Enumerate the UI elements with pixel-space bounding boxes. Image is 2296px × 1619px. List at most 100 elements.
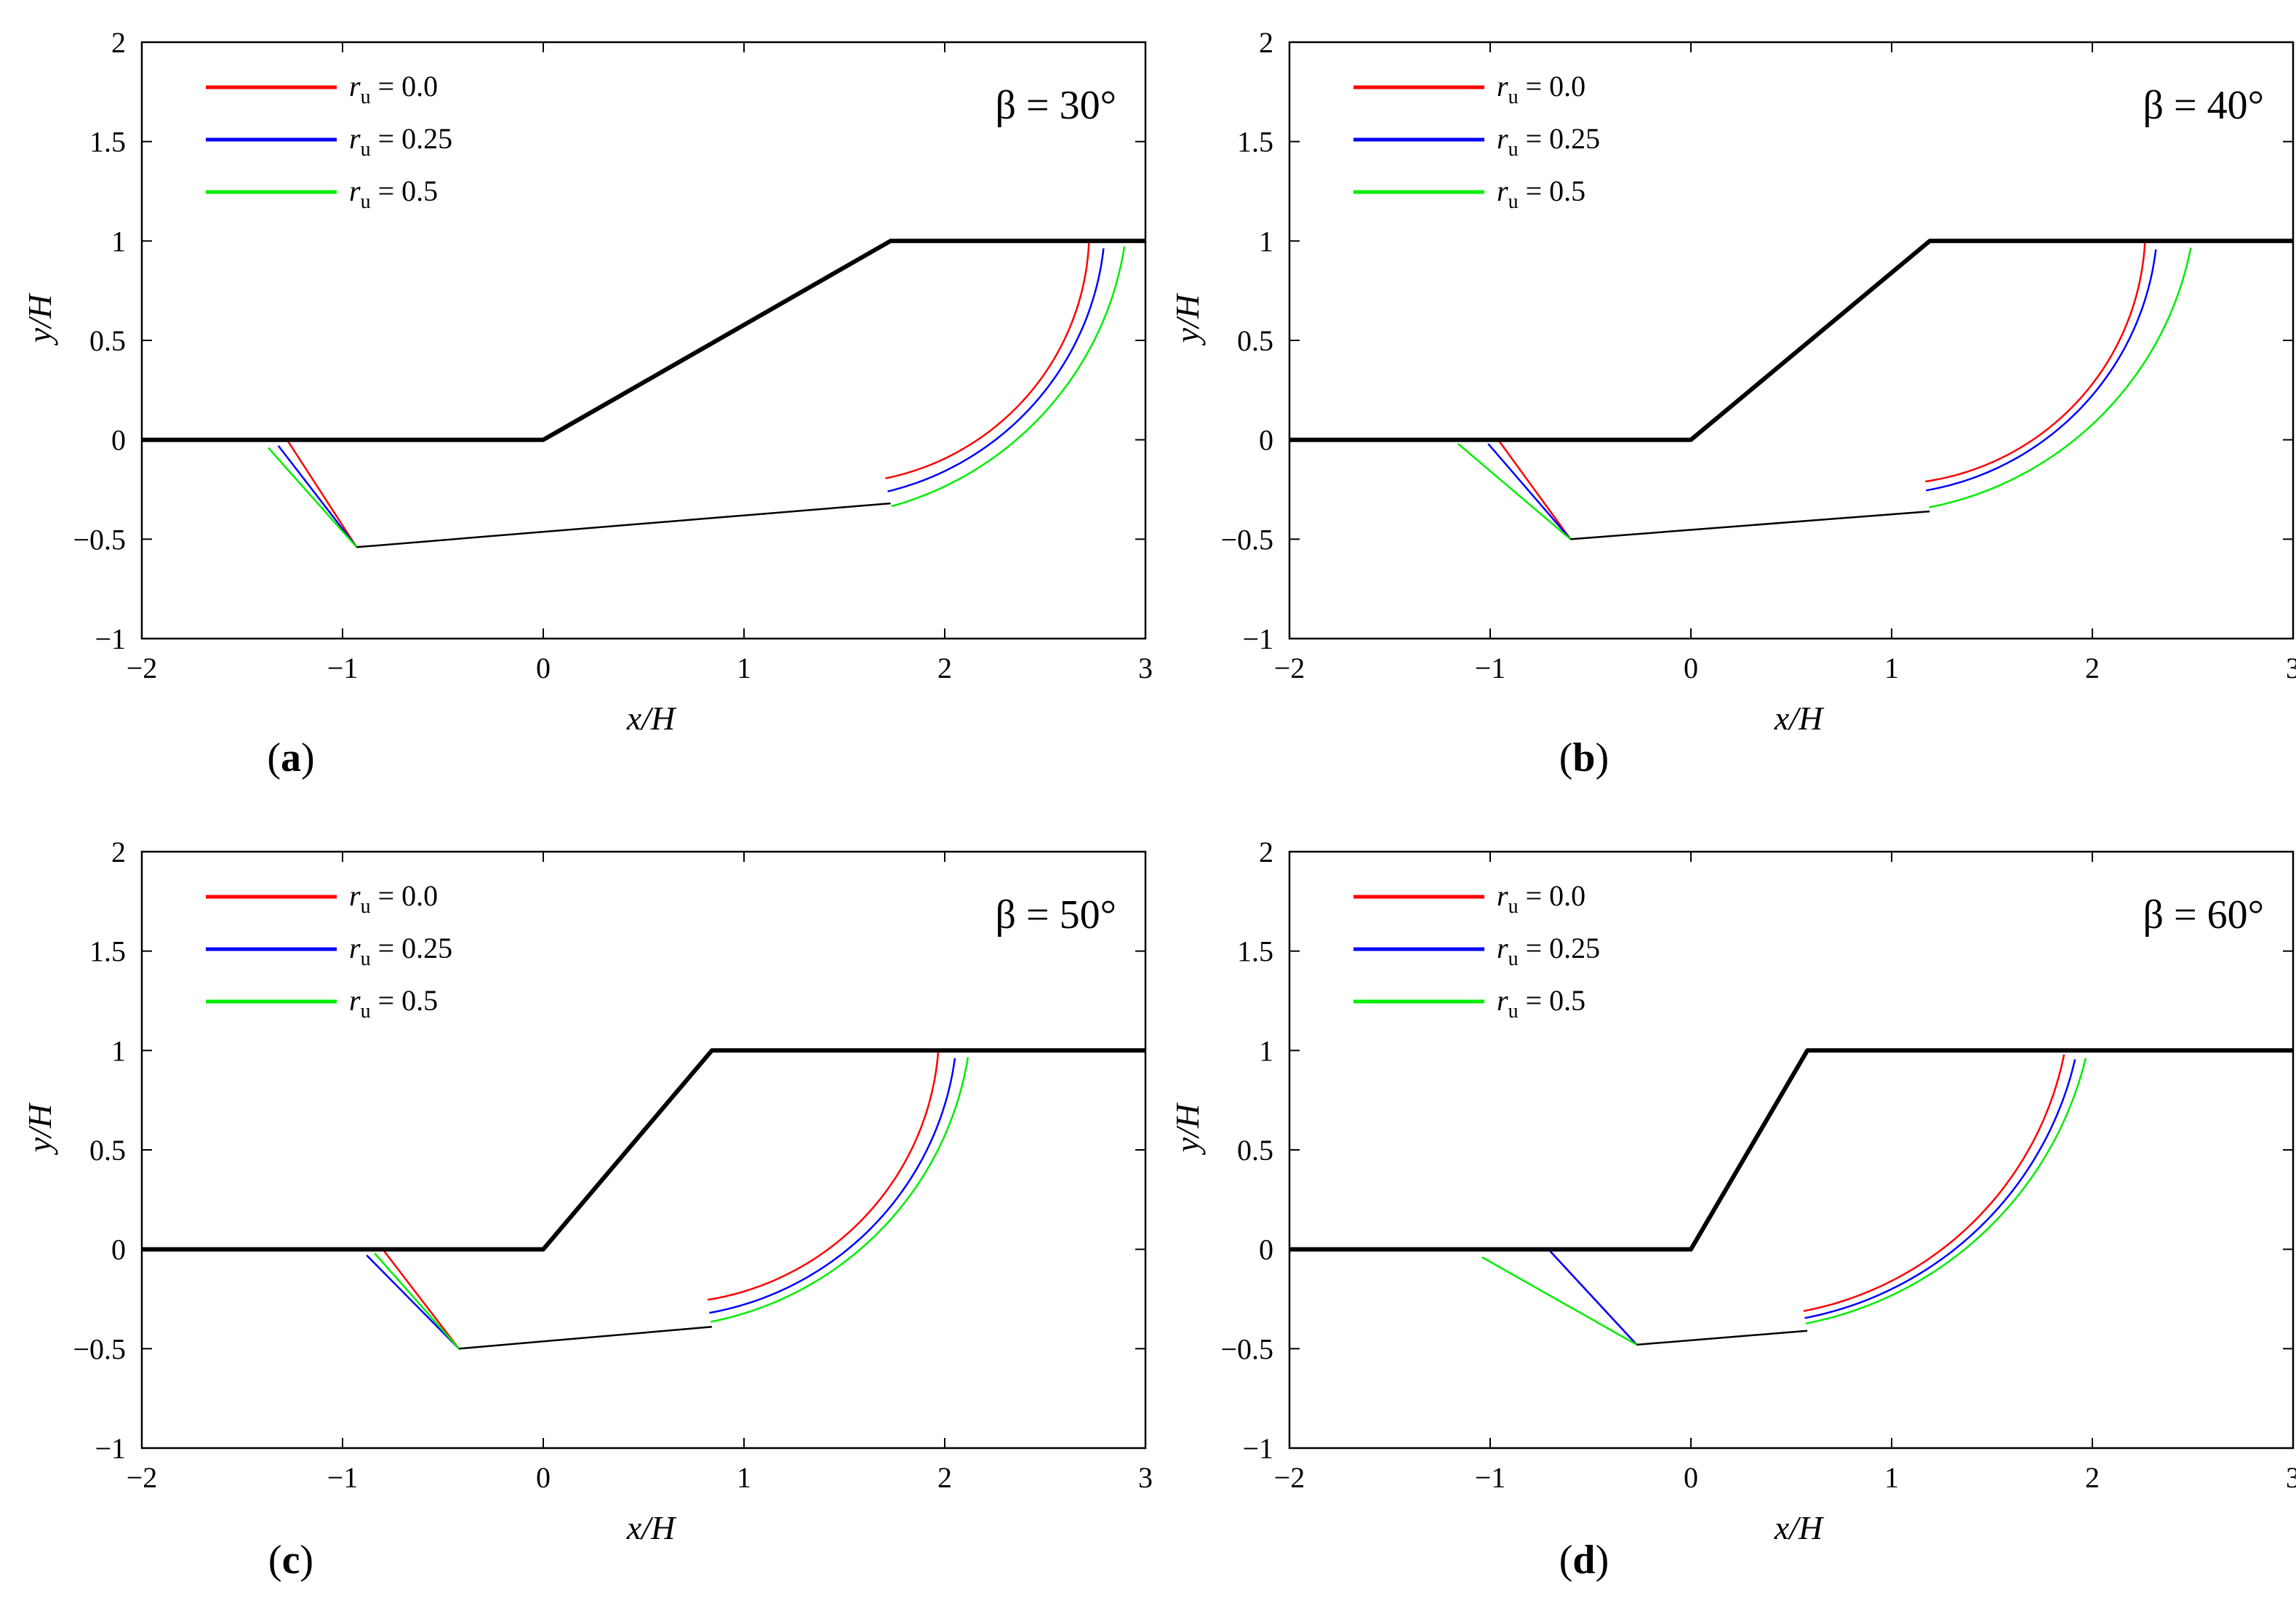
slip-arc (1803, 1054, 2065, 1312)
x-axis-label: x/H (1774, 700, 1825, 737)
slip-arc (1925, 242, 2146, 483)
toe-line (374, 1252, 460, 1350)
toe-line (1481, 1256, 1638, 1346)
beta-annotation: β = 50° (996, 892, 1116, 938)
slip-arc (885, 241, 1090, 479)
y-tick-label: 1.5 (1237, 935, 1273, 968)
y-tick-label: 2 (1259, 836, 1273, 868)
x-tick-label: 1 (1884, 1461, 1899, 1494)
y-tick-label: 1 (1259, 1034, 1273, 1067)
toe-line (1497, 439, 1572, 540)
chart-d: −2 −1 0 1 2 3−1−0.500.511.52x/Hy/Hβ = 60°ru =… (1169, 836, 2296, 1546)
x-tick-label: 0 (1684, 1461, 1698, 1494)
plot-group: −2 −1 0 1 2 3−1−0.500.511.52x/Hy/Hβ = 50°ru =… (21, 836, 1153, 1546)
plot-group: −2 −1 0 1 2 3−1−0.500.511.52x/Hy/Hβ = 40°ru =… (1169, 26, 2296, 737)
x-tick-label: 0 (536, 1461, 551, 1494)
slope-profile (142, 239, 1145, 442)
panel-a: −2 −1 0 1 2 3 −1 −0.5 0 0.5 1 1.5 2 x/H y/H β = 30° ru =… (0, 0, 1153, 810)
y-axis-label: y/H (21, 292, 58, 345)
axes-box (140, 41, 1147, 640)
panel-label-c: (c) (268, 1538, 314, 1583)
x-tick-label: −1 (327, 1461, 359, 1494)
x-axis-label: x/H (626, 1509, 677, 1546)
y-tick-label: 1 (1259, 225, 1273, 257)
x-tick-label: 2 (937, 652, 952, 684)
legend-label: ru = 0.0 (349, 879, 438, 918)
data-layer (142, 239, 1145, 548)
x-axis-label: x/H (1774, 1509, 1825, 1546)
toe-line (287, 441, 358, 548)
x-tick-label: −1 (327, 652, 359, 684)
toe-line (1457, 443, 1572, 540)
x-tick-label: 0 (536, 652, 551, 684)
axes-box (1288, 850, 2295, 1450)
x-tick-label: 1 (1884, 652, 1899, 684)
legend-label: ru = 0.0 (1497, 879, 1585, 918)
panel-d: −2 −1 0 1 2 3 −1 −0.5 0 0.5 1 1.5 2 x/H y/H β = 60° ru =… (1148, 810, 2296, 1619)
axes-box (140, 850, 1147, 1450)
toe-line (1548, 1248, 1638, 1346)
chart-b: −2 −1 0 1 2 3−1−0.500.511.52x/Hy/Hβ = 40°ru =… (1169, 26, 2296, 737)
x-tick-label: 0 (1684, 652, 1698, 684)
panel-label-b: (b) (1559, 735, 1609, 780)
legend-label: ru = 0.25 (1497, 122, 1600, 161)
y-tick-label: 0 (1259, 1234, 1273, 1266)
x-tick-label: 3 (1138, 652, 1153, 684)
x-tick-label: −2 (127, 652, 158, 684)
slip-arc (1926, 249, 2157, 492)
x-tick-label: −1 (1475, 652, 1506, 684)
beta-annotation: β = 60° (2143, 892, 2264, 938)
beta-annotation: β = 30° (996, 83, 1116, 128)
legend-label: ru = 0.5 (1497, 175, 1585, 213)
slip-arc (1929, 247, 2192, 508)
y-tick-label: 2 (1259, 26, 1273, 59)
plot-group: −2 −1 0 1 2 3−1−0.500.511.52x/Hy/Hβ = 30°ru =… (21, 26, 1153, 737)
y-tick-label: 1.5 (89, 126, 126, 159)
y-axis-label: y/H (1169, 1102, 1206, 1155)
y-tick-label: 0.5 (1237, 1134, 1273, 1167)
y-tick-label: 0 (111, 1234, 126, 1266)
toe-line (267, 447, 358, 548)
panel-c: −2 −1 0 1 2 3 −1 −0.5 0 0.5 1 1.5 2 x/H y/H β = 50° ru =… (0, 810, 1153, 1619)
slip-base-line (458, 1326, 712, 1350)
data-layer (1289, 1048, 2293, 1346)
data-layer (1289, 239, 2293, 540)
x-tick-label: 1 (737, 1461, 751, 1494)
x-tick-label: 2 (2085, 1461, 2100, 1494)
y-tick-label: 0 (1259, 424, 1273, 457)
slip-arc (1805, 1058, 2087, 1324)
y-tick-label: 0.5 (89, 1134, 126, 1167)
y-tick-label: −0.5 (73, 1332, 126, 1365)
toe-line (277, 445, 358, 548)
legend-label: ru = 0.25 (1497, 932, 1600, 970)
toe-line (366, 1254, 460, 1350)
chart-c: −2 −1 0 1 2 3−1−0.500.511.52x/Hy/Hβ = 50°ru =… (21, 836, 1153, 1546)
legend-label: ru = 0.25 (349, 122, 452, 161)
x-tick-label: −2 (127, 1461, 158, 1494)
y-axis-label: y/H (1169, 292, 1206, 345)
y-tick-label: 1.5 (1237, 126, 1273, 159)
y-tick-label: 1 (111, 225, 126, 257)
slope-profile (142, 1048, 1145, 1252)
y-tick-label: −1 (95, 1432, 126, 1465)
x-tick-label: 3 (2286, 1461, 2296, 1494)
x-tick-label: 3 (2286, 652, 2296, 684)
legend-label: ru = 0.0 (1497, 70, 1585, 108)
x-tick-label: −2 (1274, 652, 1305, 684)
x-tick-label: 2 (937, 1461, 952, 1494)
y-tick-label: −1 (1242, 623, 1273, 655)
axes-box (1288, 41, 2295, 640)
slope-profile (1289, 1048, 2293, 1252)
y-axis-label: y/H (21, 1102, 58, 1155)
beta-annotation: β = 40° (2143, 83, 2264, 128)
y-tick-label: 1.5 (89, 935, 126, 968)
slip-base-line (1636, 1330, 1808, 1346)
y-tick-label: −0.5 (1220, 1332, 1273, 1365)
legend-label: ru = 0.25 (349, 932, 452, 970)
x-axis-label: x/H (626, 700, 677, 737)
x-tick-label: 1 (737, 652, 751, 684)
y-tick-label: −0.5 (73, 523, 126, 556)
y-tick-label: −1 (95, 623, 126, 655)
panel-label-d: (d) (1559, 1538, 1609, 1583)
